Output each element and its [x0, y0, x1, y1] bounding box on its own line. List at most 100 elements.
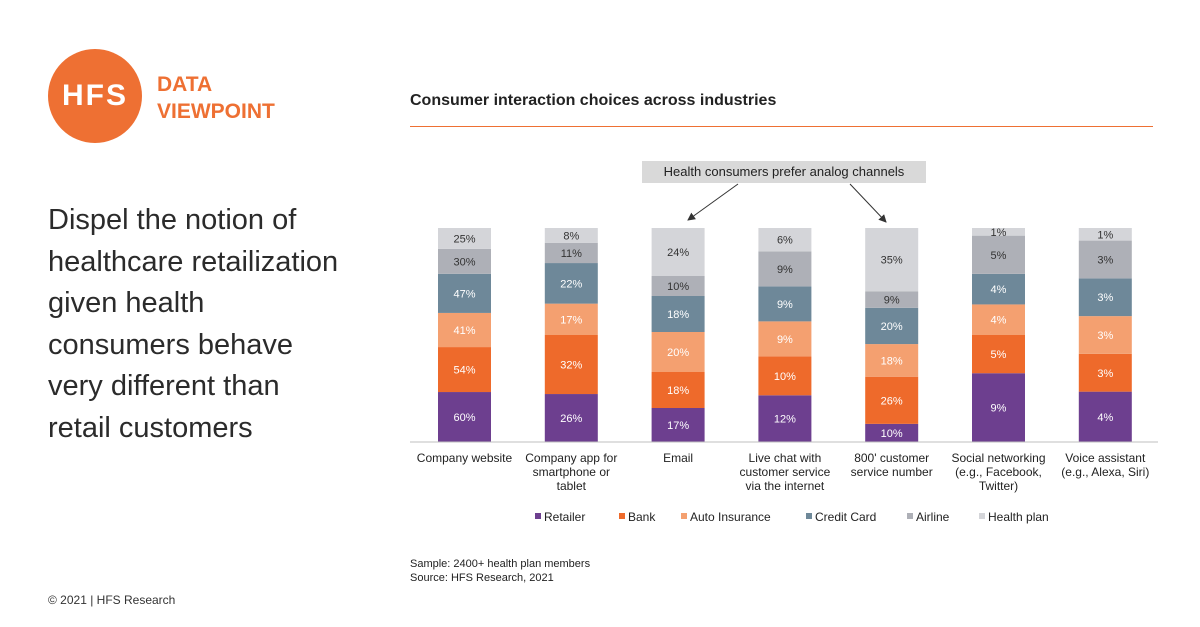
legend-label: Bank [628, 510, 656, 524]
legend-swatch [806, 513, 812, 519]
bar-segment [544, 228, 598, 243]
bar-segment [544, 335, 598, 395]
data-label: 47% [453, 288, 475, 300]
bar-segment [758, 286, 812, 322]
bar-segment [1078, 316, 1132, 354]
data-label: 9% [884, 295, 900, 307]
legend-swatch [619, 513, 625, 519]
data-label: 30% [453, 256, 475, 268]
legend-label: Retailer [544, 510, 585, 524]
bar-segment [438, 248, 491, 274]
data-label: 4% [1097, 412, 1113, 424]
data-label: 18% [881, 355, 903, 367]
data-label: 26% [881, 395, 903, 407]
bar-segment [758, 321, 812, 357]
source-note: Source: HFS Research, 2021 [410, 572, 554, 584]
bar-segment [438, 228, 491, 249]
bar-segment [544, 242, 598, 264]
bar-segment [1078, 278, 1132, 317]
legend-swatch [907, 513, 913, 519]
legend-label: Auto Insurance [690, 510, 771, 524]
hfs-logo: HFS [48, 49, 142, 143]
data-label: 20% [881, 321, 903, 333]
data-label: 32% [560, 360, 582, 372]
bar-segment [438, 392, 491, 442]
bar-segment [1078, 353, 1132, 392]
category-label: via the internet [746, 479, 825, 493]
title-divider [410, 126, 1153, 127]
bar-segment [1078, 228, 1132, 241]
bar-segment [651, 296, 705, 332]
bar-segment [438, 312, 491, 348]
data-label: 20% [667, 347, 689, 359]
category-label: (e.g., Facebook, [955, 465, 1042, 479]
data-label: 5% [991, 250, 1007, 262]
bar-segment [758, 251, 812, 287]
data-label: 3% [1097, 292, 1113, 304]
data-label: 5% [991, 349, 1007, 361]
data-label: 9% [991, 403, 1007, 415]
data-label: 26% [560, 413, 582, 425]
bar-segment [758, 395, 812, 442]
bar-segment [865, 307, 919, 345]
legend-label: Health plan [988, 510, 1049, 524]
bar-segment [758, 356, 812, 396]
category-label: smartphone or [533, 465, 610, 479]
bar-segment [544, 394, 598, 442]
bar-segment [758, 228, 812, 252]
bar-segment [544, 263, 598, 304]
category-label: Company app for [525, 451, 617, 465]
bar-segment [544, 303, 598, 335]
sample-note: Sample: 2400+ health plan members [410, 558, 591, 570]
category-label: Company website [417, 451, 513, 465]
chart-title: Consumer interaction choices across indu… [410, 92, 777, 109]
bar-segment [972, 228, 1025, 236]
legend-label: Credit Card [815, 510, 876, 524]
headline: Dispel the notion of healthcare retailiz… [48, 204, 339, 444]
bar-segment [651, 332, 705, 372]
data-label: 3% [1097, 368, 1113, 380]
category-label: service number [851, 465, 933, 479]
data-label: 10% [774, 371, 796, 383]
callout-box: Health consumers prefer analog channels [642, 161, 926, 183]
bar-segment [865, 344, 919, 377]
data-label: 3% [1097, 330, 1113, 342]
category-label: Social networking [951, 451, 1045, 465]
data-label: 8% [563, 230, 579, 242]
copyright: © 2021 | HFS Research [48, 593, 176, 607]
data-label: 1% [991, 227, 1007, 239]
legend-label: Airline [916, 510, 950, 524]
bar-segment [651, 372, 705, 408]
tag-line-data: DATA [157, 73, 213, 96]
category-label: Voice assistant [1065, 451, 1146, 465]
hfs-logo-text: HFS [62, 79, 128, 112]
data-label: 60% [453, 412, 475, 424]
data-label: 10% [667, 281, 689, 293]
data-label: 10% [881, 428, 903, 440]
data-label: 11% [561, 248, 582, 260]
category-label: (e.g., Alexa, Siri) [1061, 465, 1149, 479]
category-label: Twitter) [979, 479, 1018, 493]
data-label: 24% [667, 247, 689, 259]
data-label: 35% [881, 255, 903, 267]
data-label: 18% [667, 385, 689, 397]
callout-arrow-800 [849, 183, 887, 223]
data-viewpoint-tag: DATA VIEWPOINT [157, 71, 275, 125]
legend-swatch [979, 513, 985, 519]
data-label: 3% [1097, 254, 1113, 266]
data-label: 12% [774, 414, 796, 426]
bar-segment [1078, 240, 1132, 279]
bar-segment [438, 347, 491, 393]
bar-segment [972, 304, 1025, 335]
category-label: Live chat with [749, 451, 822, 465]
bar-segment [865, 228, 919, 292]
category-label: customer service [740, 465, 831, 479]
data-label: 9% [777, 264, 793, 276]
data-label: 9% [777, 299, 793, 311]
data-label: 18% [667, 309, 689, 321]
data-label: 6% [777, 235, 793, 247]
bar-segment [865, 376, 919, 424]
category-label: tablet [557, 479, 587, 493]
bar-segment [438, 273, 491, 313]
